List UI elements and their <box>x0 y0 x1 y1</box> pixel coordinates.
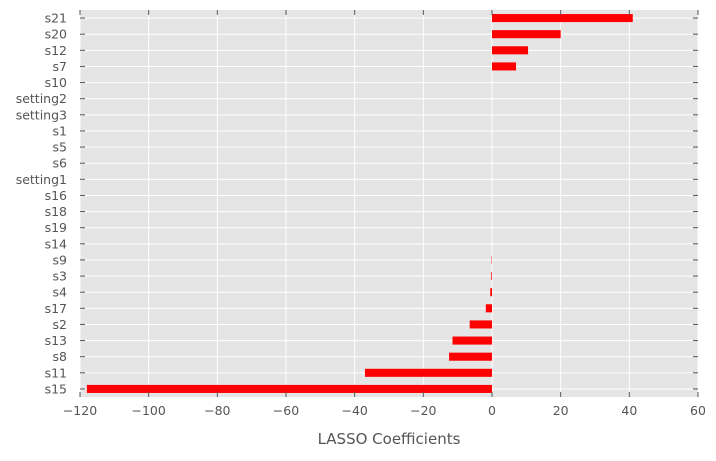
x-tick-label: −40 <box>341 403 367 418</box>
y-tick-label-s14: s14 <box>45 236 67 251</box>
y-tick-label-setting1: setting1 <box>16 172 67 187</box>
y-tick-label-s19: s19 <box>45 220 67 235</box>
bar-s13 <box>453 337 492 345</box>
bar-s20 <box>492 30 561 38</box>
y-tick-label-setting3: setting3 <box>16 107 67 122</box>
bar-s15 <box>87 385 492 393</box>
x-tick-label: 40 <box>621 403 637 418</box>
bar-s8 <box>449 353 492 361</box>
y-tick-label-s10: s10 <box>45 75 67 90</box>
y-tick-label-s4: s4 <box>53 285 68 300</box>
y-tick-label-s3: s3 <box>53 269 67 284</box>
x-tick-labels: −120 −100 −80 −60 −40 −20 0 20 40 60 <box>63 403 706 418</box>
y-tick-label-s12: s12 <box>45 43 67 58</box>
bar-s21 <box>492 14 633 22</box>
x-tick-label: 20 <box>553 403 569 418</box>
x-axis-label: LASSO Coefficients <box>318 430 461 448</box>
y-tick-label-s2: s2 <box>53 317 67 332</box>
bar-s7 <box>492 62 516 70</box>
bar-s12 <box>492 46 528 54</box>
x-tick-label: −80 <box>204 403 230 418</box>
y-tick-label-s7: s7 <box>53 59 67 74</box>
x-tick-label: −120 <box>63 403 97 418</box>
x-tick-label: −100 <box>131 403 165 418</box>
x-tick-label: 60 <box>690 403 706 418</box>
bar-s4 <box>490 288 492 296</box>
x-tick-label: −60 <box>273 403 299 418</box>
bar-s11 <box>365 369 492 377</box>
y-tick-label-s21: s21 <box>45 11 67 26</box>
y-tick-label-s17: s17 <box>45 301 67 316</box>
y-tick-label-s1: s1 <box>53 123 67 138</box>
bar-s17 <box>486 304 492 312</box>
y-tick-label-s13: s13 <box>45 333 67 348</box>
plot-background <box>80 10 698 397</box>
y-tick-label-s6: s6 <box>53 156 68 171</box>
y-tick-label-s20: s20 <box>45 27 67 42</box>
x-tick-label: −20 <box>410 403 436 418</box>
y-tick-label-setting2: setting2 <box>16 91 67 106</box>
y-tick-label-s11: s11 <box>45 365 67 380</box>
y-tick-label-s9: s9 <box>53 252 68 267</box>
y-tick-label-s8: s8 <box>53 349 68 364</box>
bar-s3 <box>491 272 492 280</box>
bar-s2 <box>470 320 492 328</box>
y-tick-label-s18: s18 <box>45 204 67 219</box>
y-tick-label-s15: s15 <box>45 381 67 396</box>
x-tick-label: 0 <box>488 403 496 418</box>
y-tick-label-s16: s16 <box>45 188 67 203</box>
y-tick-label-s5: s5 <box>53 140 67 155</box>
